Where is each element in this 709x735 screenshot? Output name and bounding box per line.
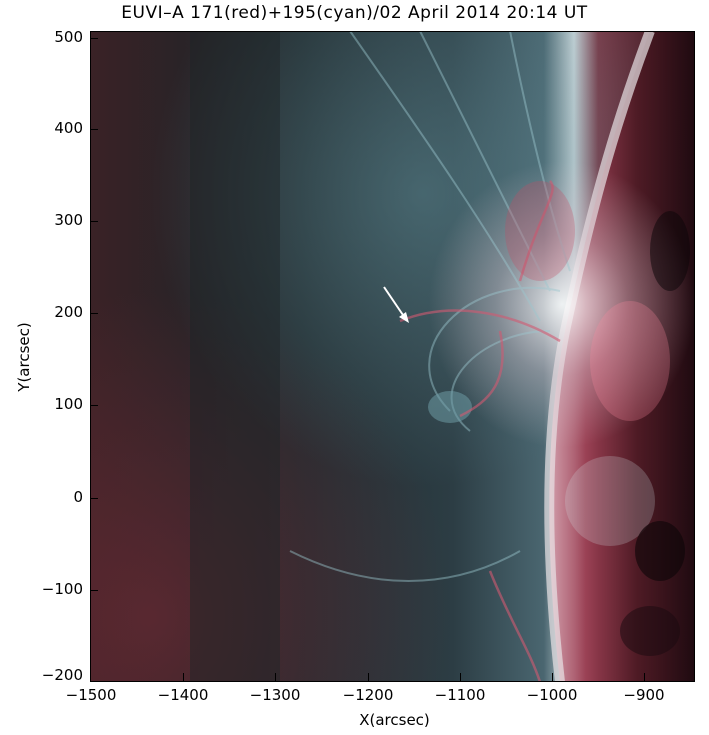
y-tick-label: 300 [54, 211, 83, 229]
white-arrow-pointing-down-right-icon [383, 286, 409, 323]
x-tick-mark [183, 673, 184, 681]
x-tick-mark [460, 673, 461, 681]
x-tick-label: −1000 [526, 686, 578, 704]
y-tick-label: 0 [73, 488, 83, 506]
x-tick-mark [368, 673, 369, 681]
y-tick-label: −100 [41, 580, 83, 598]
x-tick-label: −1500 [65, 686, 117, 704]
x-tick-mark [275, 673, 276, 681]
x-tick-mark [644, 673, 645, 681]
x-tick-label: −1300 [249, 686, 301, 704]
x-tick-label: −1100 [434, 686, 486, 704]
x-tick-label: −1200 [342, 686, 394, 704]
y-tick-label: 400 [54, 119, 83, 137]
x-axis-label: X(arcsec) [359, 711, 430, 729]
y-tick-mark [90, 129, 98, 130]
y-tick-mark [90, 498, 98, 499]
y-tick-mark [90, 590, 98, 591]
y-tick-mark [90, 221, 98, 222]
solar-image-panel [90, 31, 695, 682]
y-tick-mark [90, 313, 98, 314]
plot-title: EUVI–A 171(red)+195(cyan)/02 April 2014 … [121, 3, 588, 23]
y-tick-label: −200 [41, 666, 83, 684]
y-tick-label: 200 [54, 303, 83, 321]
solar-euv-composite-image [90, 31, 695, 682]
y-axis-label: Y(arcsec) [15, 322, 33, 392]
x-tick-label: −1400 [157, 686, 209, 704]
x-tick-mark [552, 673, 553, 681]
y-tick-mark [90, 38, 98, 39]
y-tick-label: 100 [54, 395, 83, 413]
x-tick-label: −900 [623, 686, 665, 704]
y-tick-label: 500 [54, 28, 83, 46]
y-tick-mark [90, 405, 98, 406]
